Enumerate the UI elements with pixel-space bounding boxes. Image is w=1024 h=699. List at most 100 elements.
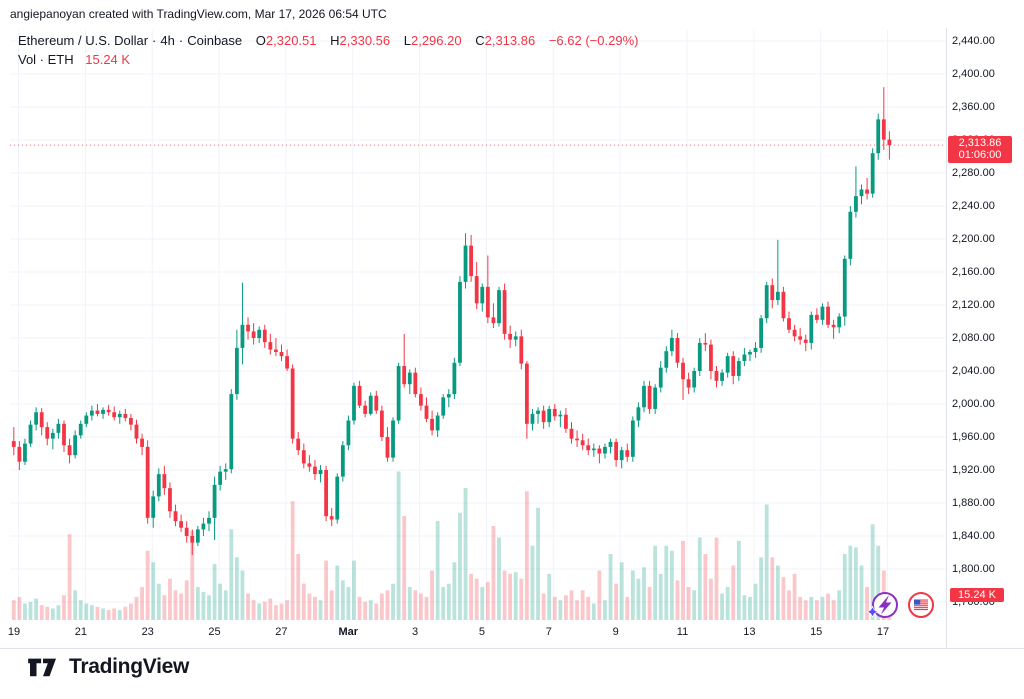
usd-flag-icon[interactable]: [908, 592, 934, 618]
candle-body: [731, 356, 736, 376]
candle-body: [887, 139, 892, 146]
time-axis-label: 23: [141, 626, 154, 638]
candle-body: [301, 450, 306, 464]
candle-body: [658, 367, 663, 388]
candle-body: [558, 414, 563, 417]
candle-body: [502, 290, 507, 334]
tradingview-glyph-icon: [28, 658, 56, 677]
candle-body: [792, 329, 797, 337]
candle-body: [262, 329, 267, 343]
candle-body: [463, 245, 468, 282]
tradingview-logo[interactable]: TradingView: [26, 654, 189, 680]
candle-body: [234, 347, 239, 395]
candle-body: [151, 496, 156, 518]
candle-body: [296, 438, 301, 451]
time-axis-label: 7: [545, 626, 552, 638]
candle-body: [865, 189, 869, 194]
candle-body: [285, 356, 289, 369]
time-axis[interactable]: 19 21 23 25 27 Mar 3 5 7 9 11 13 15 17: [0, 0, 946, 652]
volume-bar: [519, 578, 524, 620]
volume-bar: [39, 605, 44, 620]
price-change: −6.62 (−0.29%): [548, 33, 639, 48]
candle-body: [257, 329, 262, 338]
volume-bar: [78, 600, 83, 620]
volume-bar: [352, 560, 356, 620]
candle-body: [630, 420, 635, 457]
time-axis-label: 5: [478, 626, 485, 638]
price-axis-label: 2,280.00: [952, 167, 995, 179]
price-axis-label: 2,400.00: [952, 68, 995, 80]
candle-body: [268, 342, 273, 350]
price-axis-label: 1,800.00: [952, 563, 995, 575]
last-volume-badge: 15.24 K: [950, 588, 1004, 602]
volume-bar: [207, 595, 211, 620]
candle-body: [374, 395, 379, 411]
candle-body: [134, 424, 139, 439]
time-axis-label: 13: [743, 626, 756, 638]
candle-body: [798, 336, 803, 340]
lightning-spark-icon[interactable]: [866, 592, 898, 618]
candle-body: [474, 276, 479, 304]
candle-body: [686, 379, 691, 388]
volume-bar: [112, 608, 117, 620]
volume-bar: [736, 540, 741, 620]
price-axis-label: 1,960.00: [952, 431, 995, 443]
candle-body: [547, 408, 552, 423]
symbol-legend[interactable]: Ethereum / U.S. Dollar · 4h · Coinbase O2,32…: [18, 31, 638, 69]
candle-body: [246, 324, 250, 332]
candle-body: [697, 342, 702, 371]
volume-bar: [318, 600, 323, 620]
volume-bar: [246, 593, 250, 620]
volume-bar: [720, 593, 724, 620]
candle-body: [368, 395, 373, 414]
time-axis-label: 19: [7, 626, 21, 638]
candle-body: [664, 351, 669, 368]
time-axis-label: 27: [275, 626, 288, 638]
chart-canvas[interactable]: [0, 0, 1024, 652]
candle-body: [50, 432, 55, 439]
price-axis-label: 2,160.00: [952, 266, 995, 278]
volume-bar: [218, 583, 223, 620]
volume-bar: [803, 600, 808, 620]
volume-bar: [430, 570, 434, 620]
volume-bar: [536, 507, 540, 620]
volume-label: Vol · ETH: [18, 52, 74, 67]
candle-body: [653, 387, 658, 409]
candle-body: [809, 314, 814, 343]
volume-bar: [508, 573, 513, 620]
volume-bar: [251, 600, 256, 620]
volume-bar: [759, 557, 764, 620]
volume-bar: [870, 524, 875, 620]
volume-bar: [240, 570, 245, 620]
last-price-badge: 2,313.86 01:06:00: [948, 136, 1012, 163]
volume-bar: [234, 557, 239, 620]
volume-bar: [34, 598, 39, 620]
candle-body: [279, 352, 284, 357]
price-axis-label: 2,120.00: [952, 299, 995, 311]
volume-bar: [363, 601, 368, 620]
volume-bar: [262, 601, 267, 620]
volume-bar: [502, 570, 507, 620]
volume-bar: [129, 603, 133, 620]
volume-bar: [402, 516, 407, 620]
volume-bar: [580, 590, 585, 620]
volume-bar: [558, 600, 563, 620]
candle-body: [458, 281, 462, 363]
volume-bar: [184, 580, 189, 620]
candle-body: [564, 414, 568, 429]
price-axis[interactable]: 2,440.002,400.002,360.002,320.002,280.00…: [952, 0, 1022, 652]
candle-body: [307, 463, 312, 467]
volume-bar: [379, 593, 384, 620]
volume-bar: [636, 578, 641, 620]
candle-body: [424, 405, 429, 419]
volume-bar: [419, 593, 423, 620]
volume-bar: [837, 590, 842, 620]
candle-body: [753, 347, 758, 353]
volume-bar: [396, 471, 401, 620]
volume-bar: [564, 595, 568, 620]
price-axis-label: 2,440.00: [952, 35, 995, 47]
candle-body: [709, 344, 713, 371]
volume-bar: [89, 605, 94, 620]
chart-pane[interactable]: [0, 0, 1024, 652]
